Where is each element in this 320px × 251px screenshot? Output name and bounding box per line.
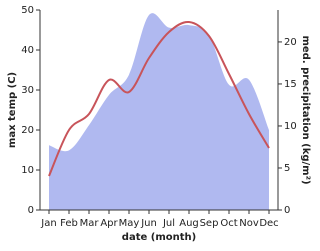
x-tick-label: Sep	[200, 218, 219, 229]
temperature-line	[48, 20, 270, 177]
x-tick-label: Oct	[220, 218, 237, 229]
y-tick-label: 30	[21, 85, 34, 96]
y2-tick-label: 10	[284, 121, 297, 132]
chart: date (month) max temp (C) med. precipita…	[7, 5, 311, 243]
x-tick-label: Aug	[179, 218, 199, 229]
precipitation-area	[49, 13, 269, 211]
x-tick-label: Jan	[40, 218, 56, 229]
x-tick-label: Jun	[140, 218, 157, 229]
y-tick-label: 0	[28, 205, 34, 216]
x-tick-label: Dec	[259, 218, 278, 229]
x-tick-label: Jul	[162, 218, 175, 229]
x-tick-label: Apr	[100, 218, 118, 229]
y-tick-label: 20	[21, 125, 34, 136]
x-tick-label: Nov	[239, 218, 259, 229]
y-tick-label: 10	[21, 165, 34, 176]
y2-tick-label: 5	[284, 163, 290, 174]
y2-tick-label: 0	[284, 205, 290, 216]
x-axis-label: date (month)	[122, 232, 196, 243]
y-tick-label: 50	[21, 5, 34, 16]
y2-tick-label: 20	[284, 37, 297, 48]
y-axis-label: max temp (C)	[7, 72, 18, 148]
y2-axis-label: med. precipitation (kg/m²)	[300, 35, 311, 184]
y2-tick-label: 15	[284, 79, 297, 90]
x-tick-label: Mar	[80, 218, 100, 229]
x-tick-label: Feb	[60, 218, 78, 229]
y-tick-label: 40	[21, 45, 34, 56]
x-tick-label: May	[119, 218, 140, 229]
